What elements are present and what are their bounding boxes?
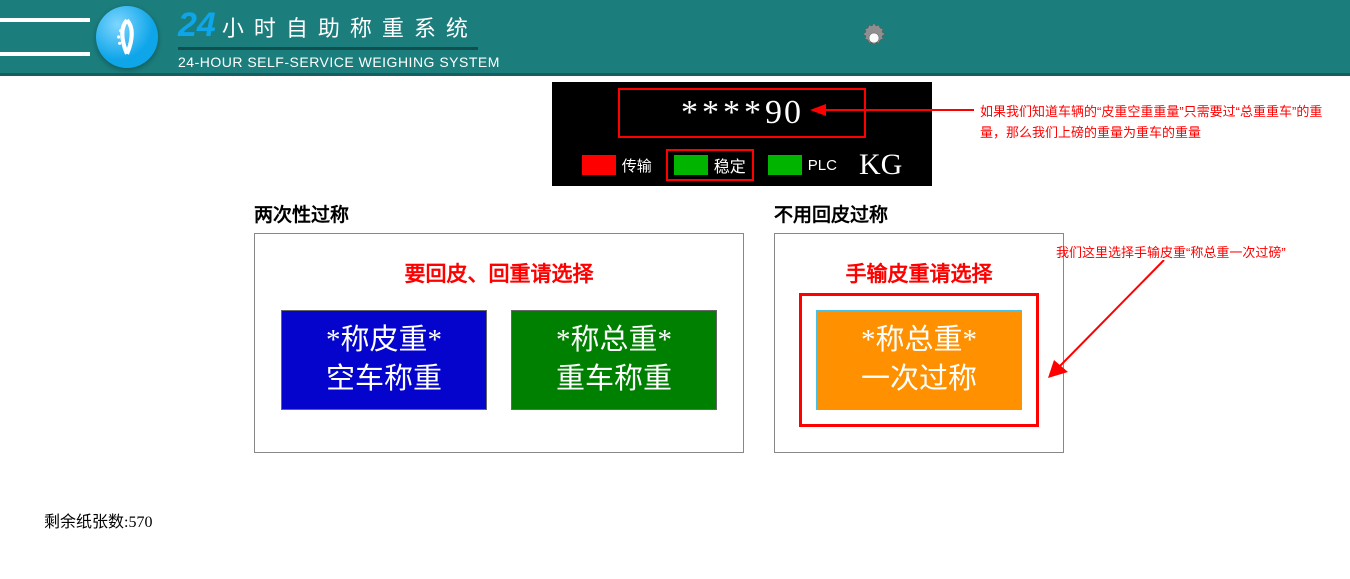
- remaining-paper: 剩余纸张数:570: [44, 508, 152, 532]
- weigh-tare-button[interactable]: *称皮重* 空车称重: [281, 310, 487, 410]
- status-transfer: 传输: [582, 155, 652, 176]
- weight-value: 90: [765, 94, 803, 132]
- group-single-pass-title: 不用回皮过称: [774, 200, 1064, 227]
- status-stable-highlight: 稳定: [666, 149, 754, 181]
- settings-button[interactable]: [856, 20, 892, 56]
- annotation-arrow-2: [1044, 260, 1174, 380]
- title-chinese: 小时自助称重系统: [222, 11, 478, 43]
- weigh-gross-button[interactable]: *称总重* 重车称重: [511, 310, 717, 410]
- remaining-paper-value: 570: [128, 514, 152, 531]
- remaining-paper-label: 剩余纸张数:: [44, 514, 128, 531]
- weight-masked-prefix: ****: [681, 94, 765, 132]
- annotation-text-2: 我们这里选择手输皮重“称总重一次过磅”: [1056, 242, 1350, 261]
- status-plc: PLC: [768, 155, 837, 175]
- title-english: 24-HOUR SELF-SERVICE WEIGHING SYSTEM: [178, 54, 500, 70]
- header-titles: 24 小时自助称重系统 24-HOUR SELF-SERVICE WEIGHIN…: [178, 6, 500, 70]
- status-row: 传输 稳定 PLC KG: [564, 148, 920, 182]
- group-two-pass-title: 两次性过称: [254, 200, 744, 227]
- title-24: 24: [178, 6, 216, 45]
- group-single-pass-prompt: 手输皮重请选择: [846, 258, 993, 288]
- header-decor-lines: [0, 0, 90, 73]
- annotation-arrow-1: [810, 100, 974, 120]
- group-two-pass-prompt: 要回皮、回重请选择: [405, 258, 594, 288]
- app-header: 24 小时自助称重系统 24-HOUR SELF-SERVICE WEIGHIN…: [0, 0, 1350, 76]
- group-two-pass: 两次性过称 要回皮、回重请选择 *称皮重* 空车称重 *称总重* 重车称重: [254, 200, 744, 453]
- weigh-gross-once-button[interactable]: *称总重* 一次过称: [816, 310, 1022, 410]
- group-single-pass: 不用回皮过称 手输皮重请选择 *称总重* 一次过称: [774, 200, 1064, 453]
- weight-display-panel: ****90 传输 稳定 PLC KG: [552, 82, 932, 186]
- annotation-text-1: 如果我们知道车辆的“皮重空重重量”只需要过“总重重车”的重量，那么我们上磅的重量…: [980, 102, 1340, 144]
- weight-unit: KG: [859, 148, 902, 182]
- app-logo: [96, 6, 158, 68]
- gear-icon: [856, 20, 892, 56]
